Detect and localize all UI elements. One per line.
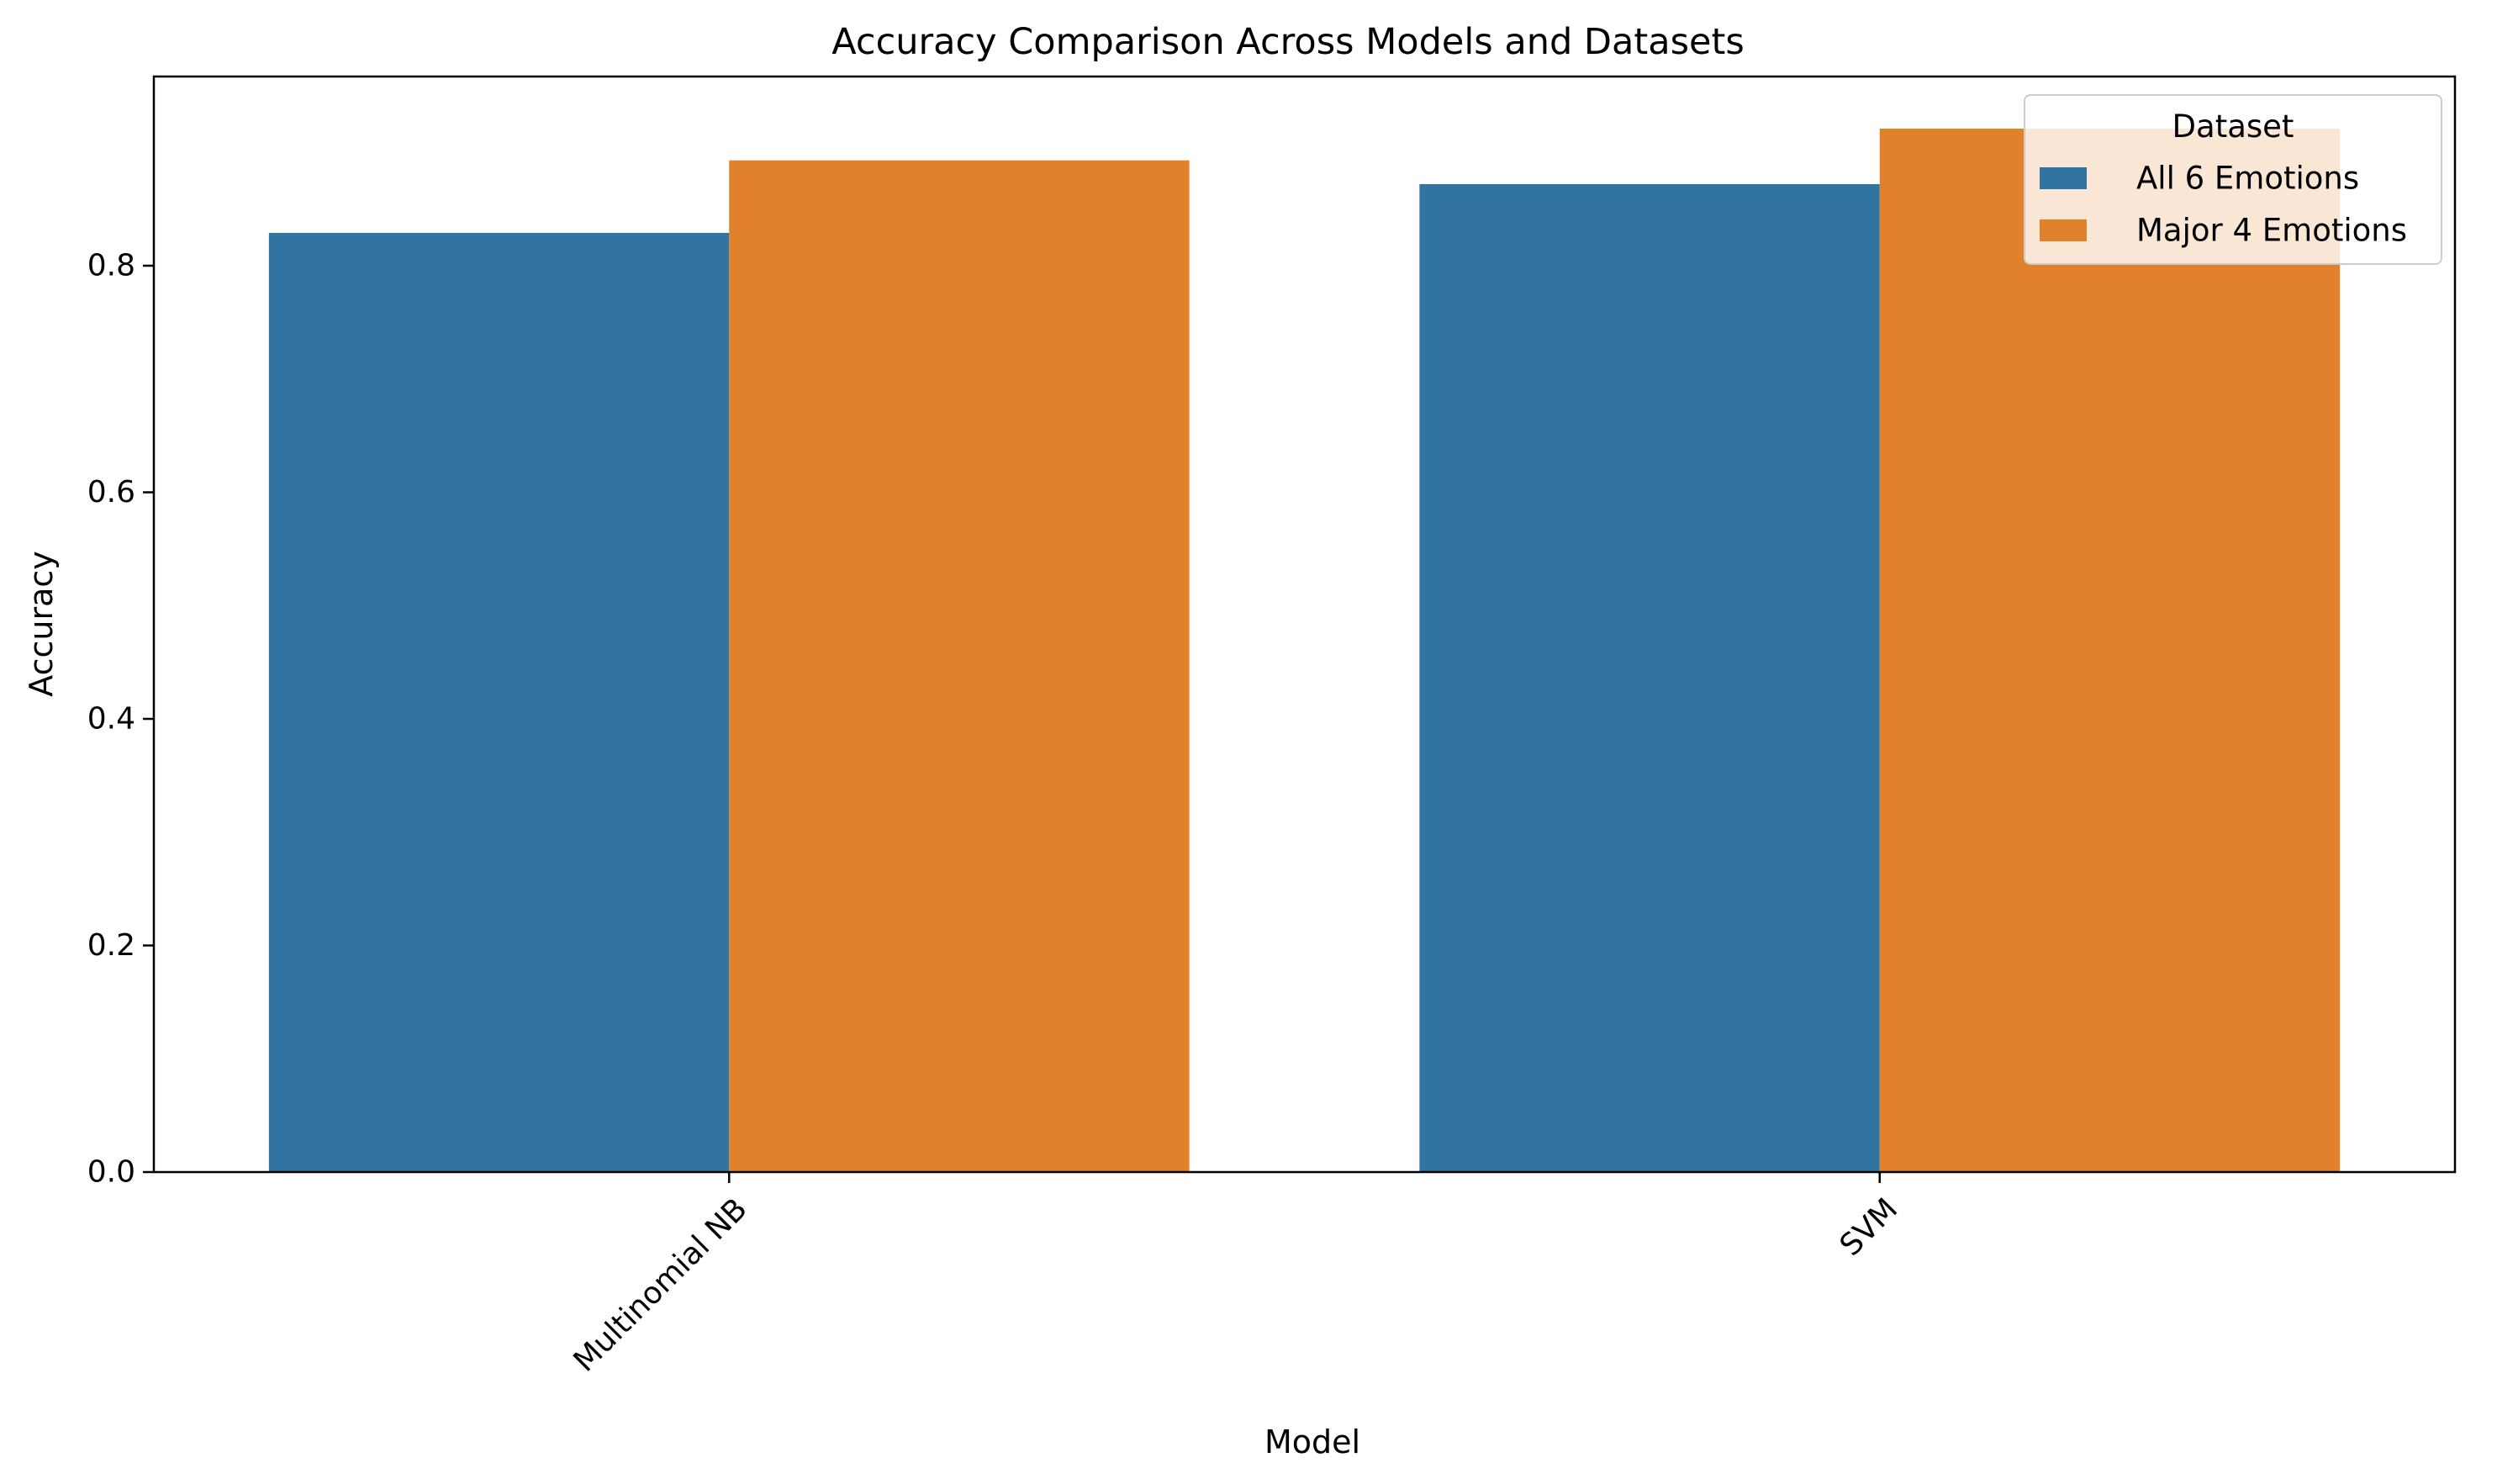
legend-label-1: All 6 Emotions [2136,161,2359,197]
legend-items: All 6 Emotions Major 4 Emotions [2040,161,2407,249]
legend-label-2: Major 4 Emotions [2136,213,2407,249]
bar-2-series-2 [1879,128,2341,1173]
legend-swatch-2 [2040,219,2087,241]
bar-1-series-2 [729,160,1190,1173]
plot-area [152,75,2457,1174]
x-axis-label: Model [1264,1423,1360,1460]
legend-title: Dataset [2172,108,2294,145]
y-axis: 0.0 0.2 0.4 0.6 0.8 [87,249,154,1190]
legend-frame [2024,94,2442,265]
legend-swatch-1 [2040,167,2087,189]
bar-1-series-1 [268,232,730,1173]
bar-2-series-1 [1419,184,1880,1172]
y-tick-label: 0.0 [87,1155,135,1190]
axes-frame [152,75,2457,1174]
bars-layer [268,128,2341,1173]
y-tick-label: 0.4 [87,702,135,737]
y-tick-label: 0.8 [87,249,135,283]
y-axis-label: Accuracy [23,551,60,697]
y-tick-label: 0.2 [87,928,135,963]
chart-title: Accuracy Comparison Across Models and Da… [831,21,1744,63]
legend: Dataset All 6 Emotions Major 4 Emotions [2024,94,2442,265]
y-tick-label: 0.6 [87,475,135,510]
